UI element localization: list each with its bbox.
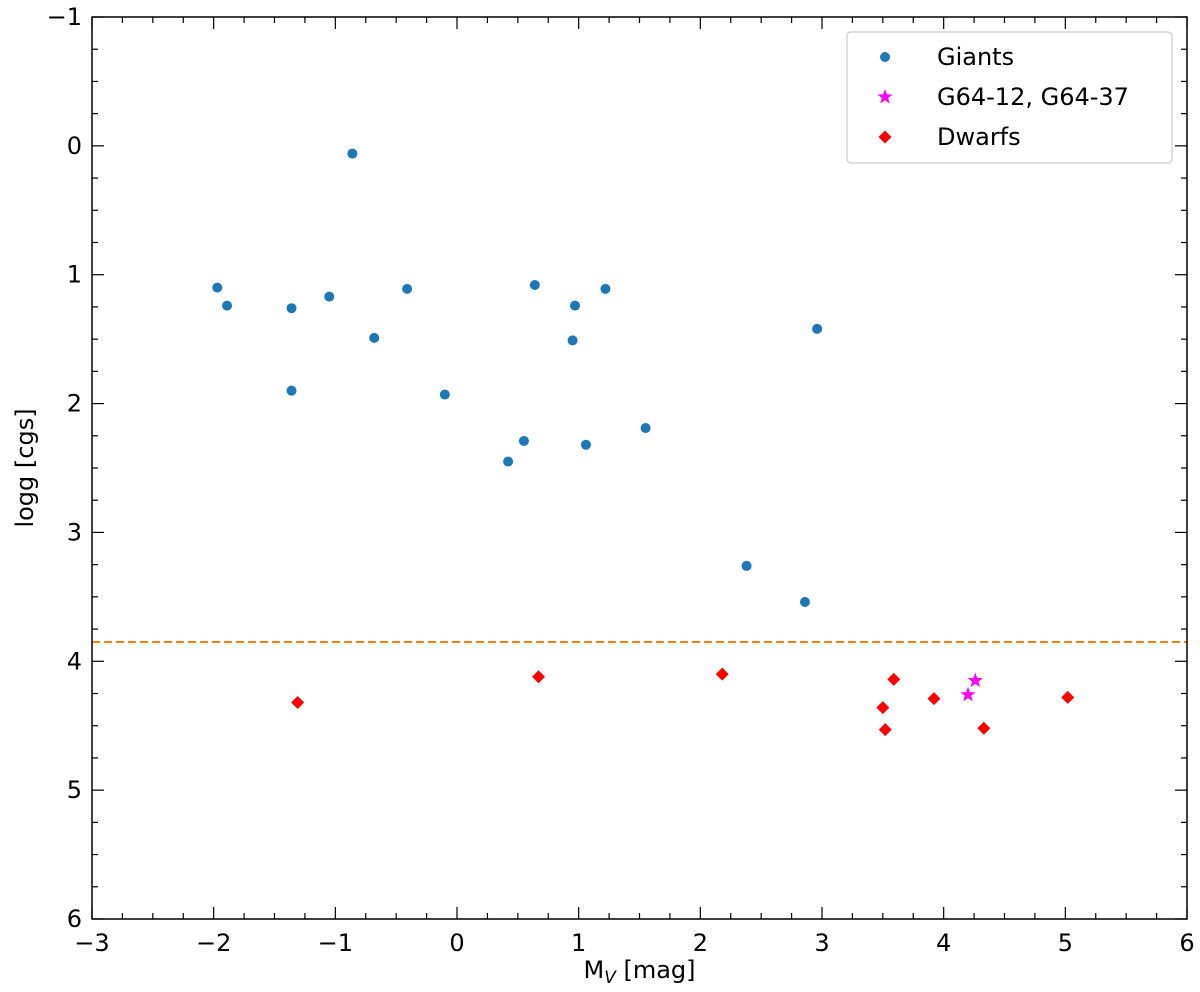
data-point	[876, 701, 890, 715]
data-point	[878, 723, 892, 737]
x-tick-label: 2	[693, 929, 708, 957]
data-point	[967, 672, 983, 688]
y-tick-label: 1	[67, 261, 82, 289]
x-tick-label: 6	[1179, 929, 1194, 957]
data-point	[518, 435, 529, 446]
plot-area	[92, 17, 1187, 919]
data-point	[503, 456, 514, 467]
plot-background	[92, 17, 1187, 919]
data-point	[640, 423, 651, 434]
legend: Giants G64-12, G64-37 Dwarfs	[846, 31, 1173, 164]
y-tick-label: 3	[67, 518, 82, 546]
data-point	[369, 332, 380, 343]
data-point	[286, 303, 297, 314]
data-point	[212, 282, 223, 293]
data-point	[324, 291, 335, 302]
legend-marker	[877, 89, 893, 104]
data-point	[532, 670, 546, 684]
data-point	[570, 300, 581, 311]
data-point	[580, 439, 591, 450]
x-tick-label: −1	[318, 929, 353, 957]
data-marks	[212, 148, 1075, 737]
x-tick-label: −3	[74, 929, 109, 957]
data-point	[927, 692, 941, 706]
data-point	[741, 560, 752, 571]
data-point	[715, 667, 729, 681]
data-point	[529, 280, 540, 291]
x-tick-label: 5	[1058, 929, 1073, 957]
x-axis-label: MV [mag]	[583, 956, 695, 988]
x-tick-label: 1	[571, 929, 586, 957]
data-point	[600, 283, 611, 294]
data-point	[960, 686, 976, 702]
data-point	[286, 385, 297, 396]
x-tick-label: 0	[449, 929, 464, 957]
data-point	[347, 148, 358, 159]
x-tick-label: 4	[936, 929, 951, 957]
data-point	[1061, 690, 1075, 704]
y-tick-label: 5	[67, 776, 82, 804]
y-axis-label: logg [cgs]	[11, 408, 39, 527]
legend-label: G64-12, G64-37	[937, 83, 1129, 111]
y-tick-label: −1	[47, 3, 82, 31]
data-point	[812, 323, 823, 334]
data-point	[977, 721, 991, 735]
x-tick-label: 3	[814, 929, 829, 957]
legend-label: Giants	[937, 43, 1014, 71]
y-tick-label: 2	[67, 390, 82, 418]
legend-label: Dwarfs	[937, 123, 1021, 151]
data-point	[291, 696, 305, 710]
data-point	[222, 300, 233, 311]
data-point	[799, 597, 810, 608]
legend-box	[846, 31, 1173, 164]
data-point	[887, 672, 901, 686]
axes: −3 −2 −1 0 1 2 3 4 5 6 −1 0 1 2 3 4 5 6 MV [mag] logg [cgs]	[11, 3, 1195, 988]
legend-marker	[878, 130, 892, 144]
data-point	[567, 335, 578, 346]
data-point	[439, 389, 450, 400]
x-tick-label: −2	[196, 929, 231, 957]
y-tick-label: 0	[67, 132, 82, 160]
y-tick-label: 4	[67, 647, 82, 675]
y-tick-label: 6	[67, 905, 82, 933]
legend-marker	[880, 52, 890, 62]
data-point	[402, 283, 413, 294]
